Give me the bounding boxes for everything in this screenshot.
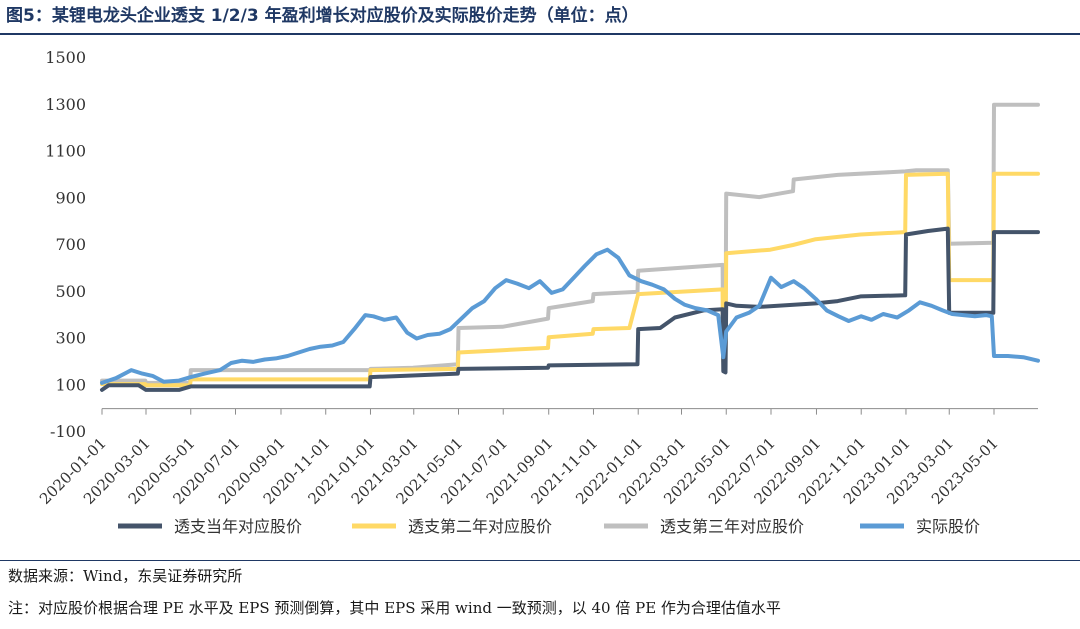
footer-rule xyxy=(0,560,1080,561)
data-source-note: 数据来源：Wind，东吴证券研究所 xyxy=(8,567,243,585)
y-tick-label: 1100 xyxy=(45,142,86,161)
series-line-1 xyxy=(100,226,1040,392)
figure-title: 图5：某锂电龙头企业透支 1/2/3 年盈利增长对应股价及实际股价走势（单位：点… xyxy=(6,6,639,26)
y-tick-label: 1300 xyxy=(45,95,86,114)
legend: 透支当年对应股价 透支第二年对应股价 透支第三年对应股价 实际股价 xyxy=(118,517,980,536)
series-layer xyxy=(100,102,1040,392)
legend-label: 透支第三年对应股价 xyxy=(660,517,804,536)
methodology-note: 注：对应股价根据合理 PE 水平及 EPS 预测倒算，其中 EPS 采用 win… xyxy=(8,599,781,617)
legend-label: 实际股价 xyxy=(916,517,980,536)
y-tick-label: -100 xyxy=(50,422,86,441)
series-line-3 xyxy=(100,102,1040,385)
y-tick-label: 1500 xyxy=(45,48,86,67)
legend-label: 透支当年对应股价 xyxy=(174,517,302,536)
y-tick-label: 500 xyxy=(55,282,86,301)
y-tick-label: 900 xyxy=(55,188,86,207)
title-rule xyxy=(0,33,1080,35)
y-tick-label: 100 xyxy=(55,375,86,394)
x-axis: 2020-01-012020-03-012020-05-012020-07-01… xyxy=(36,408,1038,508)
y-axis: -100 100 300 500 700 900 1100 1300 1500 xyxy=(45,48,86,441)
y-tick-label: 300 xyxy=(55,329,86,348)
legend-label: 透支第二年对应股价 xyxy=(408,517,552,536)
series-line-4 xyxy=(100,247,1040,385)
y-tick-label: 700 xyxy=(55,235,86,254)
line-chart: -100 100 300 500 700 900 1100 1300 1500 2020-01-… xyxy=(36,48,1040,536)
